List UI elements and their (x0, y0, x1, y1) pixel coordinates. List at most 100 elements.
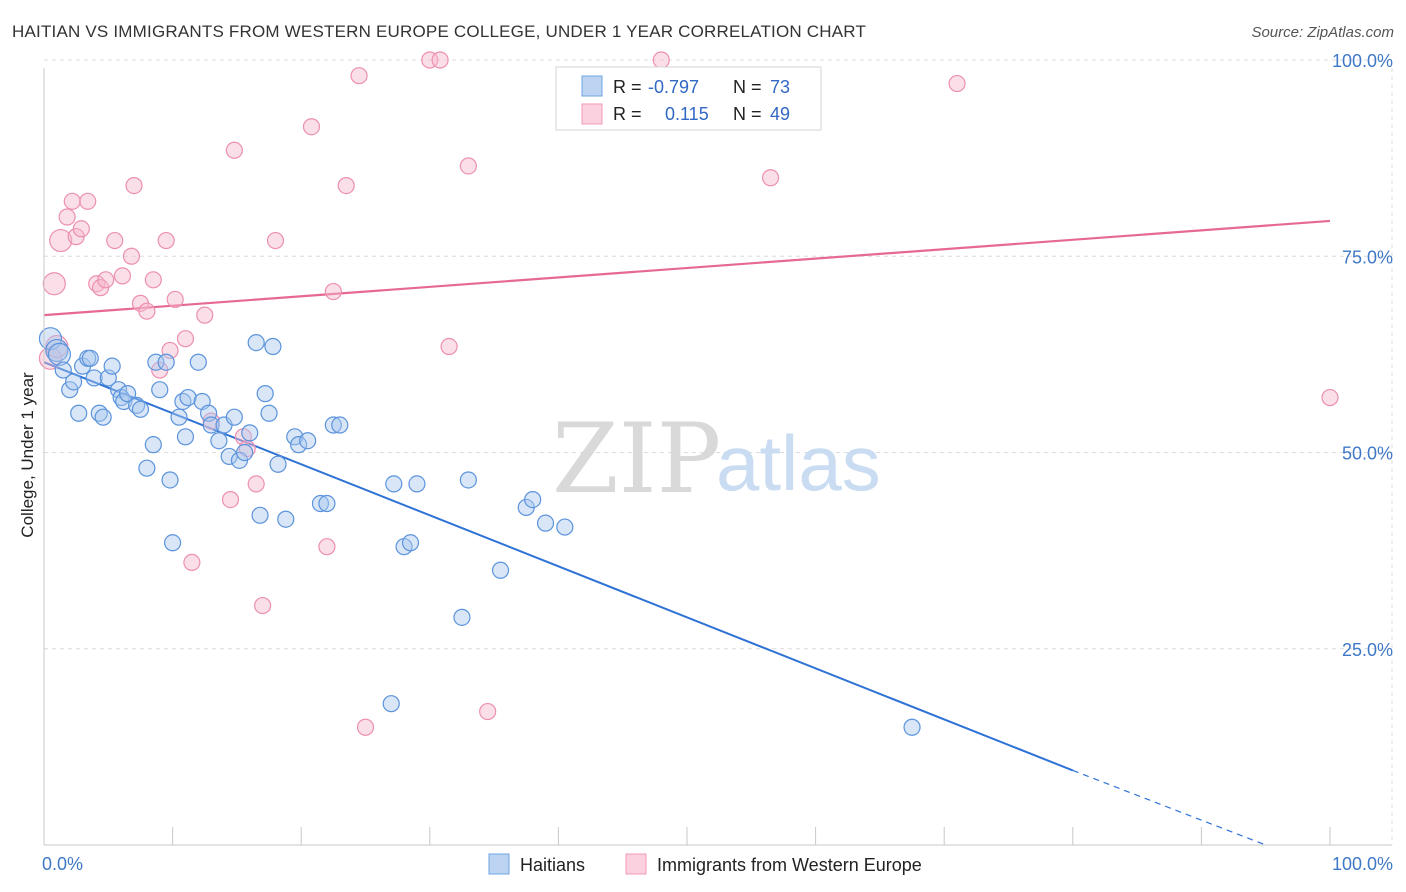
trend-line-haitians (43, 361, 1074, 772)
haitian-point-69 (903, 718, 921, 736)
haitian-point-21 (138, 459, 156, 477)
haitian-point-31 (179, 388, 197, 407)
haitian-point-49 (277, 510, 295, 528)
legend-r-label-2: R = (613, 104, 642, 124)
haitian-point-42 (241, 424, 259, 442)
western-europe-point-1 (42, 272, 66, 296)
western-europe-point-47 (948, 74, 966, 93)
haitian-point-26 (161, 471, 179, 489)
haitian-point-4 (61, 381, 79, 399)
chart-title: HAITIAN VS IMMIGRANTS FROM WESTERN EUROP… (12, 22, 867, 41)
western-europe-point-12 (106, 231, 124, 250)
haitian-point-20 (131, 400, 150, 418)
legend-r-value-2: 0.115 (665, 104, 709, 124)
haitian-point-57 (382, 695, 400, 713)
haitian-point-61 (408, 475, 426, 493)
y-tick-label-100: 100.0% (1332, 51, 1393, 71)
haitian-point-30 (176, 428, 195, 446)
western-europe-point-35 (318, 538, 336, 556)
haitian-point-47 (264, 337, 282, 356)
western-europe-point-14 (122, 247, 141, 265)
western-europe-point-44 (479, 702, 497, 721)
legend-r-label-1: R = (613, 77, 642, 97)
haitian-point-44 (251, 506, 269, 524)
western-europe-point-43 (459, 157, 477, 175)
haitian-point-10 (85, 369, 103, 387)
haitian-point-14 (103, 357, 121, 375)
western-europe-point-11 (97, 271, 115, 289)
legend-n-value-2: 49 (770, 104, 790, 124)
haitian-point-64 (491, 561, 510, 579)
legend-r-value-1: -0.797 (648, 77, 699, 97)
western-europe-point-41 (431, 51, 449, 69)
western-europe-point-3 (49, 228, 73, 253)
western-europe-point-27 (221, 491, 240, 509)
haitian-point-27 (164, 534, 182, 552)
western-europe-point-20 (157, 231, 175, 250)
western-europe-point-46 (761, 169, 780, 187)
watermark-zip: ZIP (552, 403, 721, 515)
legend-n-value-1: 73 (770, 77, 790, 97)
legend-western-europe-label: Immigrants from Western Europe (657, 855, 922, 875)
haitian-point-66 (524, 491, 542, 509)
haitian-point-5 (64, 373, 83, 391)
legend-haitians-swatch (488, 853, 510, 875)
legend-swatch-pink (581, 103, 603, 125)
trend-line-western-europe (43, 219, 1331, 317)
haitian-point-22 (144, 436, 162, 454)
haitian-point-50 (286, 428, 304, 446)
western-europe-point-32 (254, 596, 272, 615)
haitian-point-60 (401, 534, 420, 552)
haitian-point-46 (260, 404, 278, 422)
western-europe-point-24 (183, 553, 201, 572)
western-europe-point-48 (1321, 388, 1339, 407)
y-tick-label-75: 75.0% (1342, 247, 1393, 267)
western-europe-point-5 (63, 192, 81, 210)
western-europe-point-23 (176, 330, 195, 348)
western-europe-point-31 (247, 475, 265, 493)
legend-haitians-label: Haitians (520, 855, 585, 875)
western-europe-point-39 (356, 718, 375, 736)
haitian-point-28 (170, 408, 188, 426)
x-tick-label-min: 0.0% (42, 854, 83, 874)
haitian-point-68 (556, 518, 574, 536)
haitian-point-32 (189, 353, 207, 371)
haitian-point-58 (385, 475, 403, 493)
legend-swatch-blue (581, 75, 603, 97)
haitian-point-41 (236, 443, 254, 462)
western-europe-point-18 (144, 271, 162, 289)
y-axis-label: College, Under 1 year (18, 372, 37, 538)
haitian-point-67 (536, 514, 555, 532)
western-europe-point-17 (138, 302, 156, 320)
western-europe-point-45 (652, 51, 670, 69)
legend-n-label-1: N = (733, 77, 762, 97)
western-europe-point-4 (58, 208, 76, 226)
western-europe-point-34 (302, 118, 321, 136)
western-europe-point-28 (225, 141, 243, 159)
haitian-point-62 (453, 608, 471, 626)
haitian-point-24 (151, 381, 169, 399)
y-tick-label-25: 25.0% (1342, 640, 1393, 660)
western-europe-point-15 (125, 177, 143, 195)
haitian-point-12 (94, 408, 112, 426)
haitian-point-52 (299, 432, 317, 450)
western-europe-point-36 (324, 282, 342, 301)
watermark-atlas: atlas (716, 419, 881, 507)
stats-legend: R = -0.797 N = 73 R = 0.115 N = 49 (555, 66, 822, 131)
haitian-point-63 (459, 471, 477, 489)
western-europe-point-33 (266, 231, 285, 250)
western-europe-point-37 (337, 177, 355, 195)
western-europe-point-42 (440, 337, 458, 356)
legend-n-label-2: N = (733, 104, 762, 124)
source-label: Source: ZipAtlas.com (1251, 24, 1394, 41)
haitian-point-39 (225, 408, 243, 426)
haitian-point-55 (324, 416, 342, 434)
haitian-point-1 (45, 338, 69, 363)
x-tick-label-max: 100.0% (1332, 854, 1393, 874)
haitian-point-48 (269, 455, 287, 473)
haitian-point-17 (115, 392, 133, 411)
haitian-point-3 (54, 361, 72, 379)
western-europe-point-7 (72, 220, 90, 238)
haitian-point-36 (210, 432, 228, 450)
haitian-point-18 (118, 385, 137, 403)
